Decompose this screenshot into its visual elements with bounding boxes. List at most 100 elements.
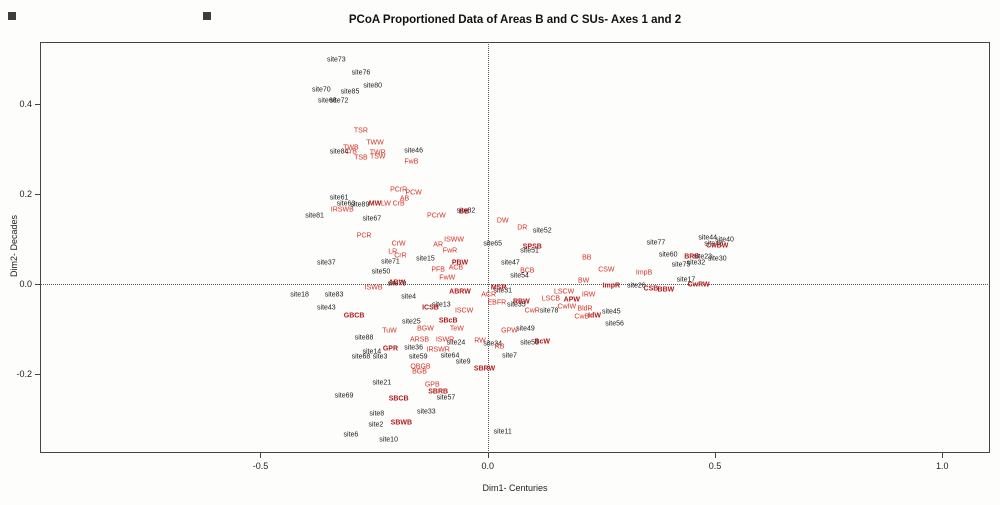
site-label: site71: [381, 258, 400, 266]
chart-title: PCoA Proportioned Data of Areas B and C …: [348, 14, 682, 26]
site-label: site66: [317, 97, 337, 105]
site-label: site49: [516, 325, 535, 333]
site-label: site64: [440, 352, 460, 360]
x-tick-mark: [715, 453, 716, 458]
site-label: site76: [351, 69, 371, 77]
site-label: site45: [602, 308, 621, 316]
type-label: RBW: [513, 298, 530, 306]
site-label: site50: [371, 268, 391, 276]
site-label: site21: [372, 379, 392, 387]
type-label: PBW: [451, 259, 469, 267]
site-label: site72: [329, 97, 349, 105]
type-label: TSR: [353, 127, 368, 135]
type-label: SBRB: [428, 388, 449, 396]
site-label: site4: [401, 293, 417, 301]
type-label: GBCB: [343, 312, 365, 320]
site-label: site30: [707, 255, 727, 263]
site-label: site65: [483, 240, 503, 248]
type-label: FwR: [442, 247, 458, 255]
site-label: site13: [432, 301, 451, 309]
type-label: BldR: [577, 305, 593, 313]
type-label: AB: [399, 195, 410, 203]
x-tick-label: 0.0: [481, 461, 494, 471]
y-tick-label: 0.4: [19, 99, 32, 110]
x-tick-mark: [487, 453, 489, 458]
type-label: ImpB: [635, 269, 653, 277]
type-label: SBCB: [388, 395, 409, 403]
x-tick-mark: [942, 453, 944, 458]
site-label: site79: [387, 280, 407, 288]
site-label: site23: [693, 253, 713, 261]
type-label: BGW: [417, 325, 434, 333]
plot-area-border: [40, 42, 990, 453]
site-label: site84: [329, 148, 349, 156]
y-tick-label: 0.0: [19, 278, 32, 289]
type-label: CrB: [392, 200, 405, 208]
type-label: BcW: [534, 338, 551, 346]
type-label: BGB: [412, 368, 427, 376]
site-label: site34: [483, 340, 503, 348]
site-label: site31: [493, 287, 513, 295]
type-label: PFB: [431, 266, 445, 274]
type-label: BBW: [657, 286, 675, 294]
type-label: PCrW: [427, 212, 446, 220]
site-label: site88: [354, 334, 374, 342]
y-tick-mark: [35, 193, 40, 195]
type-label: BRB: [684, 253, 700, 261]
site-label: site47: [501, 259, 520, 267]
site-label: site52: [532, 227, 552, 235]
type-label: ICSB: [422, 304, 439, 312]
site-label: site60: [658, 251, 678, 259]
type-label: FwB: [404, 158, 419, 166]
site-label: site36: [404, 344, 423, 352]
site-label: site35: [507, 301, 526, 309]
type-label: CwR: [524, 307, 540, 315]
y-axis-title: Dim2- Decades: [9, 214, 19, 278]
type-label: CrR: [394, 252, 407, 260]
type-label: CSW: [598, 266, 615, 274]
y-tick-label: 0.2: [19, 188, 32, 199]
type-label: TSW: [369, 153, 386, 161]
site-label: site67: [362, 215, 382, 223]
type-label: LSCW: [553, 288, 575, 296]
site-label: site54: [510, 272, 529, 280]
site-label: site25: [402, 318, 421, 326]
type-label: CwBW: [706, 242, 729, 250]
type-label: ACB: [448, 264, 464, 272]
site-label: site89: [350, 201, 370, 209]
type-label: ImpR: [602, 282, 621, 290]
type-label: PCR: [356, 232, 372, 240]
type-label: CrB: [344, 148, 357, 156]
site-label: site24: [446, 339, 466, 347]
site-label: site56: [605, 320, 624, 328]
site-label: site40: [715, 236, 734, 244]
y-tick-mark: [35, 283, 40, 285]
site-label: site73: [327, 56, 346, 64]
type-label: TuW: [382, 327, 397, 335]
type-label: TeW: [449, 325, 464, 333]
type-label: DW: [496, 217, 509, 225]
type-label: APW: [563, 296, 580, 304]
x-tick-label: -0.5: [252, 461, 269, 471]
type-label: EBFR: [487, 299, 507, 307]
site-label: site8: [369, 410, 385, 418]
zero-horizontal-gridline: [40, 283, 990, 285]
x-tick-label: 1.0: [936, 461, 949, 471]
type-label: FwW: [439, 274, 456, 282]
site-label: site44: [698, 234, 718, 242]
type-label: GPW: [501, 327, 518, 335]
site-label: site83: [324, 291, 344, 299]
site-label: site48: [704, 240, 723, 248]
site-label: site70: [312, 86, 331, 94]
type-label: SBcB: [438, 317, 458, 325]
site-label: site57: [436, 394, 456, 402]
site-label: site51: [520, 247, 539, 255]
type-label: OBGB: [410, 363, 431, 371]
type-label: RW: [474, 337, 486, 345]
y-tick-mark: [35, 373, 40, 375]
type-label: ISCW: [454, 307, 474, 315]
site-label: site33: [417, 408, 436, 416]
type-label: ISWB: [364, 284, 383, 292]
site-label: site15: [416, 255, 435, 263]
site-label: site46: [404, 147, 423, 155]
